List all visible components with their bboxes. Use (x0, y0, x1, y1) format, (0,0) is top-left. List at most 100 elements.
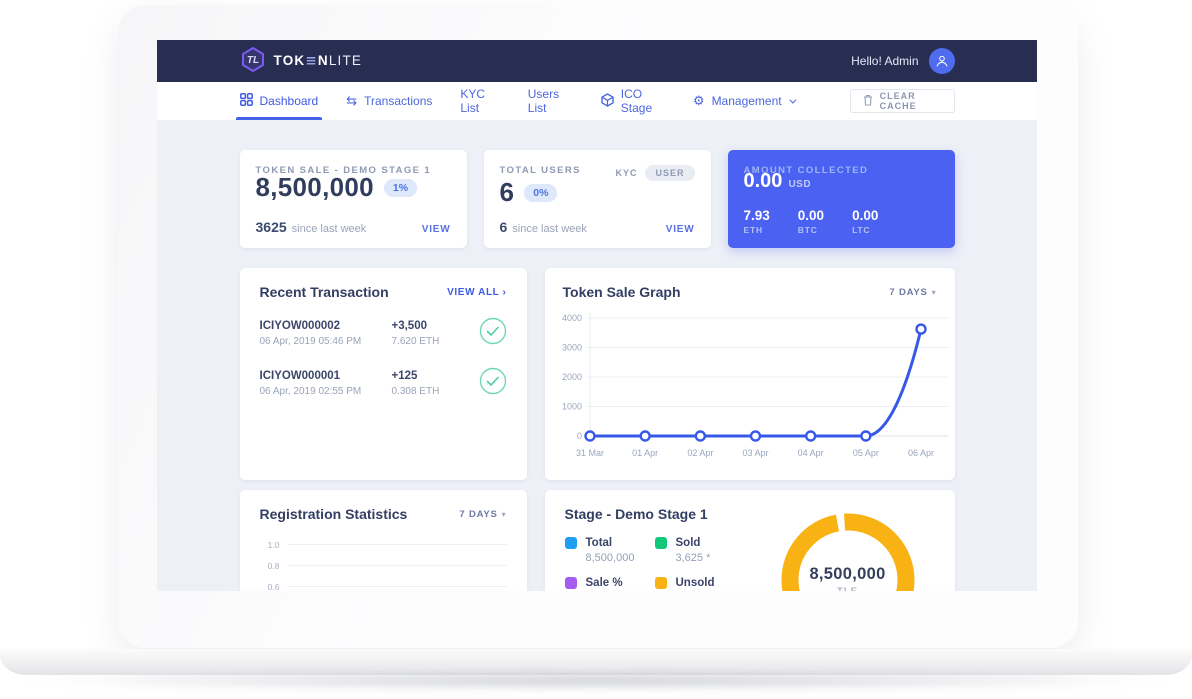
person-icon (935, 55, 948, 67)
legend-item-unsold: Unsold (654, 577, 765, 591)
svg-text:1000: 1000 (561, 402, 581, 412)
btc-value: 0.00 (797, 208, 825, 223)
legend-label: Sold (675, 537, 701, 549)
amount-ltc: 0.00 LTC (852, 208, 878, 235)
legend-swatch-sale-pct (564, 577, 577, 589)
tx-date: 06 Apr, 2019 05:46 PM (259, 336, 362, 347)
tokenlite-logo-icon: TL (240, 46, 266, 77)
tab-dashboard[interactable]: Dashboard (235, 82, 322, 120)
legend-swatch-unsold (654, 577, 667, 589)
total-users-value: 6 (499, 177, 515, 207)
trash-icon (863, 94, 873, 108)
total-users-badge: 0% (524, 183, 558, 202)
total-users-card: TOTAL USERS KYC USER 6 0% 6 (483, 150, 711, 248)
range-label: 7 DAYS (459, 508, 498, 520)
stage-legend: Total 8,500,000 Sold 3,625 * Sale % (564, 537, 935, 591)
token-sale-card: TOKEN SALE - DEMO STAGE 1 8,500,000 1% 3… (239, 150, 467, 248)
svg-text:01 Apr: 01 Apr (632, 448, 658, 458)
greeting-text: Hello! Admin (851, 54, 919, 68)
range-dropdown[interactable]: 7 DAYS ▾ (459, 509, 506, 520)
tx-amount: +3,500 (391, 320, 428, 332)
delta-caption: since last week (291, 223, 367, 235)
delta-value: 6 (499, 219, 508, 235)
legend-value: 8,500,000 (585, 552, 635, 564)
card-title: Registration Statistics (259, 506, 408, 522)
token-sale-value: 8,500,000 (255, 172, 374, 202)
svg-text:3000: 3000 (561, 343, 581, 353)
svg-text:31 Mar: 31 Mar (575, 448, 603, 458)
tx-id: ICIYOW000001 (259, 370, 341, 382)
legend-swatch-total (564, 537, 577, 549)
grid-icon (239, 93, 253, 109)
legend-value: 3,625 * (675, 552, 711, 564)
check-circle-icon (479, 367, 507, 400)
amount-usd-value: 0.00 (743, 170, 783, 192)
legend-label: Total (585, 537, 613, 549)
delta-caption: since last week (512, 223, 587, 235)
brand[interactable]: TL TOK≡NLITE (240, 46, 363, 77)
gear-icon: ⚙ (692, 93, 705, 109)
transaction-row[interactable]: ICIYOW000002 06 Apr, 2019 05:46 PM +3,50… (260, 317, 507, 350)
eth-value: 7.93 (743, 208, 770, 223)
tx-id: ICIYOW000002 (259, 320, 341, 332)
legend-label: Unsold (675, 577, 715, 589)
laptop-base (0, 649, 1192, 675)
caret-down-icon: ▾ (501, 509, 507, 519)
svg-text:0: 0 (576, 431, 581, 441)
cube-icon (601, 92, 614, 110)
tab-management[interactable]: ⚙ Management (692, 82, 797, 120)
card-label: TOTAL USERS (499, 165, 581, 176)
svg-text:05 Apr: 05 Apr (852, 448, 878, 458)
svg-text:06 Apr: 06 Apr (907, 448, 933, 458)
tab-label: Dashboard (259, 94, 319, 108)
tab-label: KYC List (460, 87, 486, 115)
amount-collected-card: AMOUNT COLLECTED 0.00 USD 7.93 ETH 0.00 (727, 150, 955, 248)
transaction-row[interactable]: ICIYOW000001 06 Apr, 2019 02:55 PM +125 … (260, 367, 507, 400)
tx-amount: +125 (391, 370, 418, 382)
kyc-user-toggle: KYC USER (615, 165, 695, 181)
tab-kyc-list[interactable]: KYC List (460, 82, 499, 120)
sub-navigation: Dashboard ⇆ Transactions KYC List Users … (157, 82, 1037, 120)
check-circle-icon (479, 317, 507, 350)
range-dropdown[interactable]: 7 DAYS ▾ (889, 287, 936, 298)
toggle-kyc[interactable]: KYC (615, 168, 638, 178)
eth-label: ETH (743, 225, 763, 235)
amount-btc: 0.00 BTC (798, 208, 824, 235)
laptop-shadow (26, 672, 1166, 690)
token-sale-line-chart: 4000 3000 2000 1000 0 31 Mar 01 Apr 02 Apr 03 Ap… (561, 313, 948, 458)
toggle-user[interactable]: USER (645, 165, 695, 181)
caret-down-icon: ▾ (931, 287, 937, 297)
tab-ico-stage[interactable]: ICO Stage (601, 82, 665, 120)
legend-label: Sale % (585, 577, 623, 589)
gauge-value: 8,500,000 (809, 565, 886, 583)
tab-users-list[interactable]: Users List (528, 82, 573, 120)
clear-cache-label: CLEAR CACHE (879, 91, 917, 111)
legend-item-sold: Sold 3,625 * (654, 537, 765, 564)
legend-swatch-sold (654, 537, 667, 549)
view-link[interactable]: VIEW (421, 224, 451, 235)
clear-cache-button[interactable]: CLEAR CACHE (849, 89, 955, 113)
stage-card: Stage - Demo Stage 1 Total 8,500,000 Sol… (544, 490, 955, 591)
delta-value: 3625 (255, 219, 287, 235)
card-title: Stage - Demo Stage 1 (564, 506, 708, 522)
svg-text:2000: 2000 (561, 372, 581, 382)
amount-eth: 7.93 ETH (744, 208, 770, 235)
svg-text:02 Apr: 02 Apr (687, 448, 713, 458)
gauge-unit: TLE (773, 586, 923, 591)
top-navbar: TL TOK≡NLITE Hello! Admin (157, 40, 1037, 82)
view-all-link[interactable]: VIEW ALL › (447, 286, 507, 298)
token-sale-badge: 1% (383, 178, 418, 197)
token-sale-graph-card: Token Sale Graph 7 DAYS ▾ 4000 3000 2000 10… (544, 268, 955, 480)
ltc-label: LTC (852, 225, 871, 235)
tx-date: 06 Apr, 2019 02:55 PM (259, 386, 362, 397)
stats-row: TOKEN SALE - DEMO STAGE 1 8,500,000 1% 3… (239, 150, 955, 248)
view-link[interactable]: VIEW (665, 224, 695, 235)
user-avatar[interactable] (928, 48, 955, 74)
card-title: Token Sale Graph (562, 284, 681, 300)
tx-eth: 7.620 ETH (391, 336, 440, 347)
legend-item-sale-pct: Sale % (564, 577, 655, 591)
axis-tick-row: 0.8 (260, 555, 507, 576)
tab-transactions[interactable]: ⇆ Transactions (346, 82, 432, 120)
tab-label: Management (711, 94, 782, 108)
amount-usd-currency: USD (788, 179, 812, 190)
